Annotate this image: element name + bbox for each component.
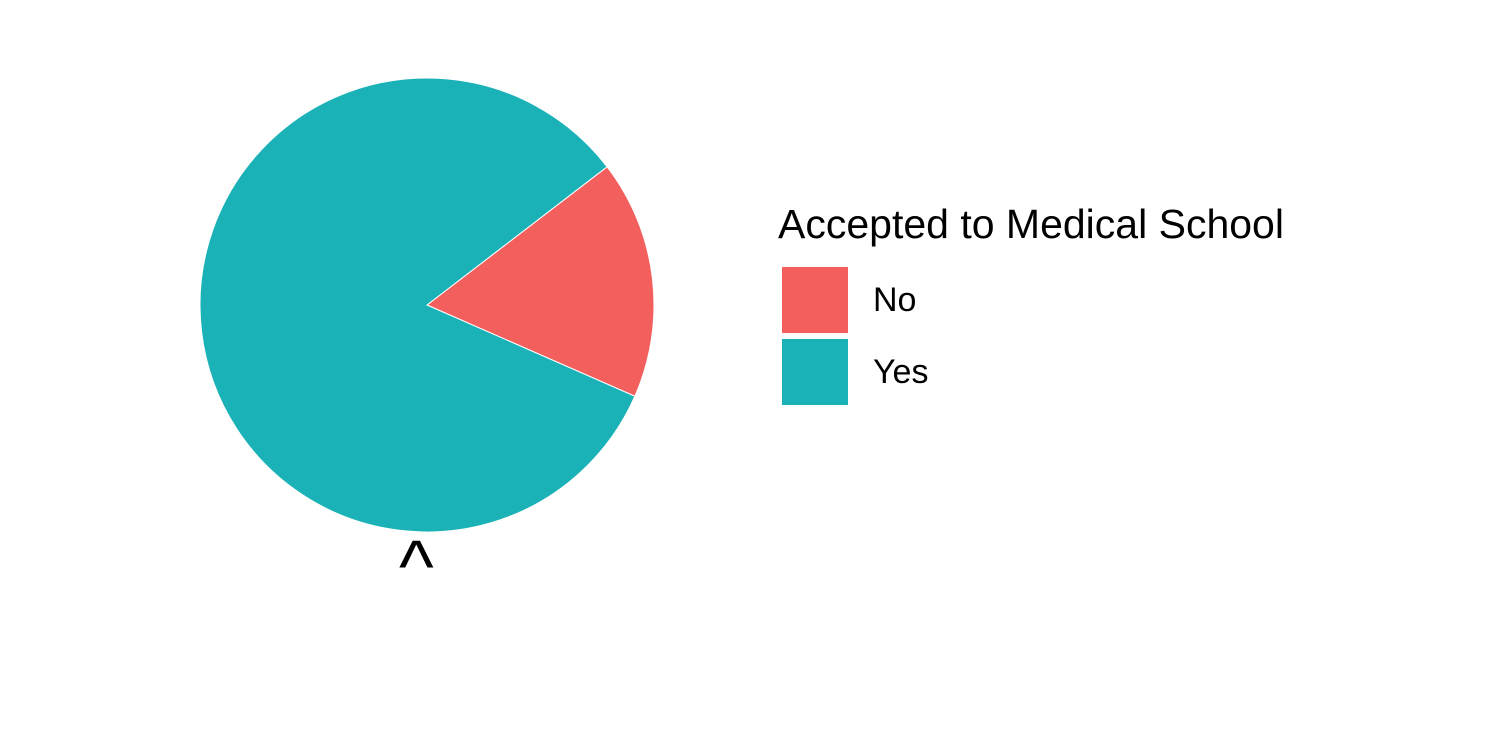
pie-slices [199,77,655,533]
legend-swatch-yes [782,339,848,405]
legend-items: No Yes [778,267,1284,411]
legend: Accepted to Medical School No Yes [778,200,1284,411]
pie-axis-tick-label: ^ [399,525,434,608]
legend-item-no: No [778,267,1284,339]
legend-label-yes: Yes [873,353,929,391]
pie-slice-no [426,166,655,397]
legend-title: Accepted to Medical School [778,201,1284,247]
legend-item-yes: Yes [778,339,1284,411]
legend-swatch-no [782,267,848,333]
legend-label-no: No [873,281,917,319]
pie-slice-yes [199,77,636,533]
